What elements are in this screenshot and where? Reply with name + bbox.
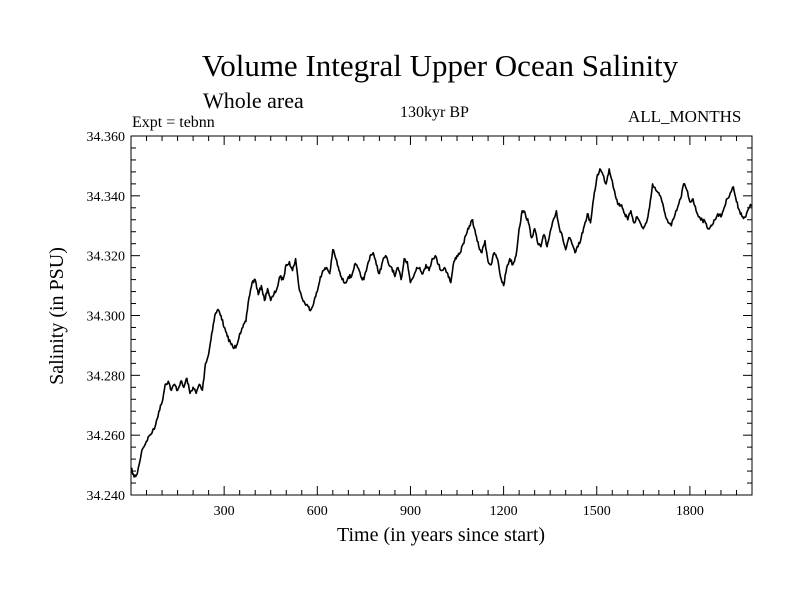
- x-tick-label: 1500: [583, 504, 611, 519]
- period-label: 130kyr BP: [400, 104, 469, 121]
- axis-ticks: [131, 135, 752, 496]
- y-tick-label: 34.240: [87, 489, 126, 504]
- y-tick-label: 34.300: [87, 310, 126, 325]
- x-tick-label: 300: [214, 504, 235, 519]
- x-tick-label: 900: [400, 504, 421, 519]
- chart-subtitle: Whole area: [203, 88, 304, 113]
- y-tick-label: 34.360: [87, 130, 126, 145]
- y-tick-label: 34.260: [87, 429, 126, 444]
- experiment-label: Expt = tebnn: [132, 114, 215, 131]
- y-tick-label: 34.280: [87, 369, 126, 384]
- y-axis-title: Salinity (in PSU): [46, 247, 68, 385]
- y-tick-label: 34.320: [87, 250, 126, 265]
- y-tick-label: 34.340: [87, 190, 126, 205]
- x-tick-label: 1200: [490, 504, 518, 519]
- x-axis-title: Time (in years since start): [337, 524, 545, 546]
- chart-title: Volume Integral Upper Ocean Salinity: [201, 48, 679, 83]
- plot-frame: [130, 135, 753, 496]
- tick-labels: 34.240 34.260 34.280 34.300 34.320 34.340 34.3…: [87, 130, 704, 519]
- x-tick-label: 600: [307, 504, 328, 519]
- salinity-series-line: [130, 168, 753, 478]
- months-label: ALL_MONTHS: [628, 107, 742, 126]
- x-tick-label: 1800: [676, 504, 704, 519]
